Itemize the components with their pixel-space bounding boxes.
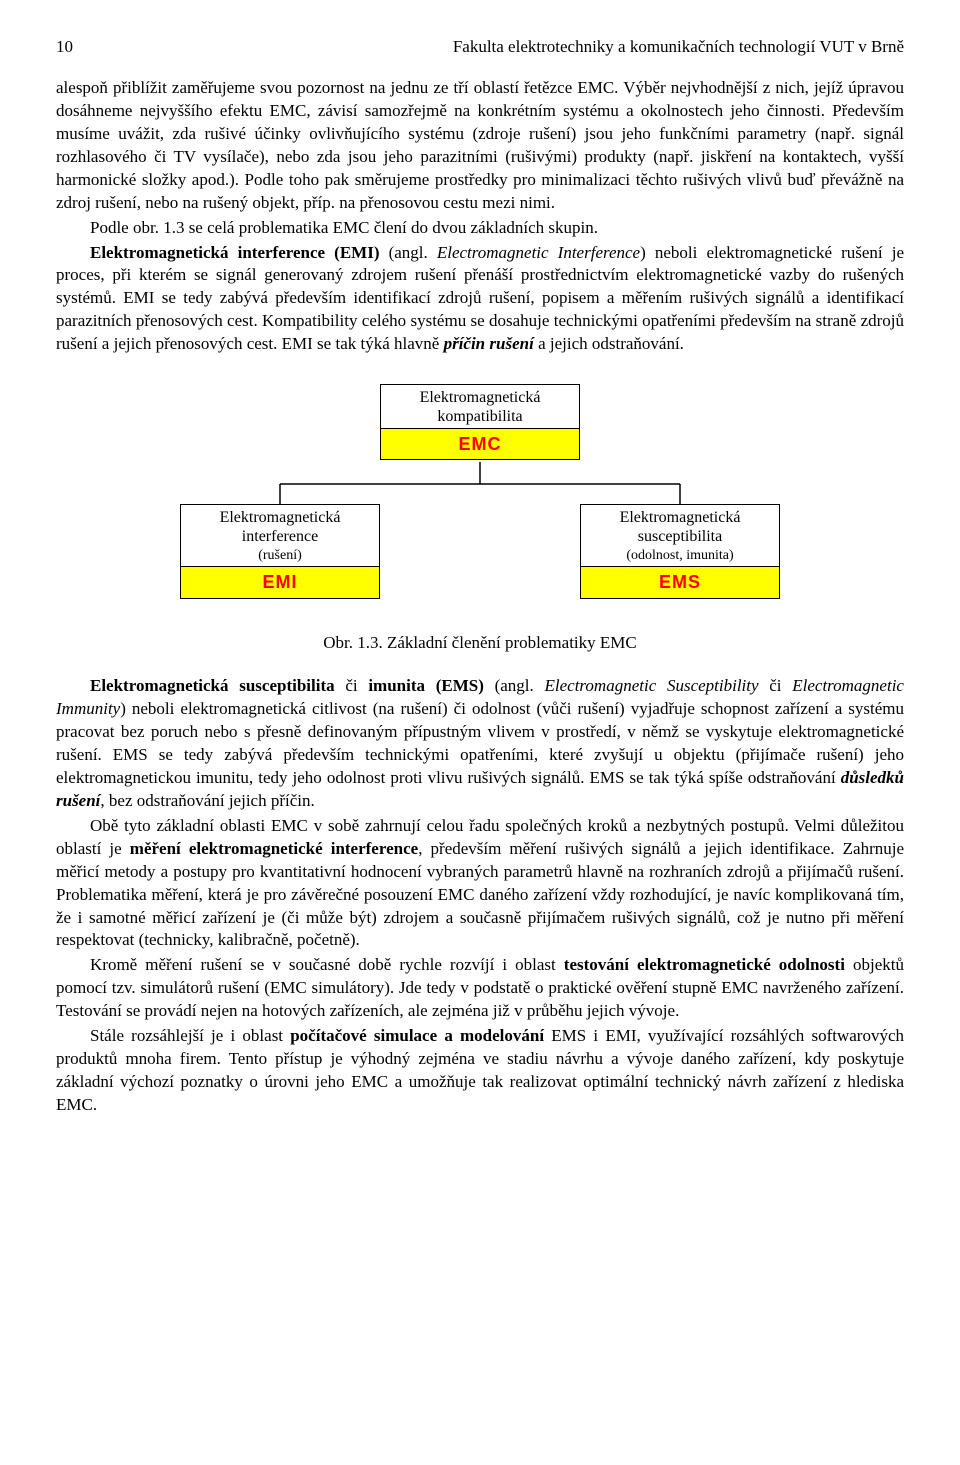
right-line1: Elektromagnetická [620, 509, 741, 526]
right-line2: susceptibilita [638, 528, 722, 545]
paragraph-4: Elektromagnetická susceptibilita či imun… [56, 675, 904, 813]
ems-abbr: EMS [581, 566, 779, 597]
root-line2: kompatibilita [437, 408, 522, 425]
root-line1: Elektromagnetická [420, 389, 541, 406]
emi-box: Elektromagnetická interference (rušení) … [180, 504, 380, 598]
paragraph-5: Obě tyto základní oblasti EMC v sobě zah… [56, 815, 904, 953]
emc-abbr: EMC [381, 428, 579, 459]
paragraph-2: Podle obr. 1.3 se celá problematika EMC … [56, 217, 904, 240]
paragraph-7: Stále rozsáhlejší je i oblast počítačové… [56, 1025, 904, 1117]
paragraph-6: Kromě měření rušení se v současné době r… [56, 954, 904, 1023]
p7-a: Stále rozsáhlejší je i oblast [90, 1026, 290, 1045]
p4-j: , bez odstraňování jejich příčin. [100, 791, 314, 810]
emi-title: Elektromagnetická interference (rušení) [181, 505, 379, 566]
left-sub: (rušení) [258, 548, 302, 563]
p4-b: či [335, 676, 369, 695]
emi-term: Elektromagnetická interference (EMI) [90, 243, 379, 262]
ems-box: Elektromagnetická susceptibilita (odolno… [580, 504, 780, 598]
emc-tree-diagram: Elektromagnetická kompatibilita EMC Elek… [160, 384, 800, 614]
emi-english: Electromagnetic Interference [437, 243, 640, 262]
p3-f: a jejich odstraňování. [534, 334, 684, 353]
paragraph-1: alespoň přiblížit zaměřujeme svou pozorn… [56, 77, 904, 215]
measurement-term: měření elektromagnetické interference [130, 839, 418, 858]
ems-term: Elektromagnetická susceptibilita [90, 676, 335, 695]
right-sub: (odolnost, imunita) [626, 548, 733, 563]
left-line2: interference [242, 528, 318, 545]
ems-english-1: Electromagnetic Susceptibility [545, 676, 759, 695]
emi-abbr: EMI [181, 566, 379, 597]
p4-f: či [759, 676, 793, 695]
simulation-term: počítačové simulace a modelování [290, 1026, 544, 1045]
p3-b: (angl. [379, 243, 436, 262]
page-header: 10 Fakulta elektrotechniky a komunikační… [56, 36, 904, 59]
page-number: 10 [56, 36, 73, 59]
figure-caption: Obr. 1.3. Základní členění problematiky … [56, 632, 904, 655]
causes-term: příčin rušení [444, 334, 534, 353]
header-title: Fakulta elektrotechniky a komunikačních … [453, 36, 904, 59]
p4-h: ) neboli elektromagnetická citlivost (na… [56, 699, 904, 787]
imunita-term: imunita (EMS) [368, 676, 484, 695]
left-line1: Elektromagnetická [220, 509, 341, 526]
p4-d: (angl. [484, 676, 545, 695]
p6-a: Kromě měření rušení se v současné době r… [90, 955, 564, 974]
paragraph-3: Elektromagnetická interference (EMI) (an… [56, 242, 904, 357]
emc-root-title: Elektromagnetická kompatibilita [381, 385, 579, 428]
testing-term: testování elektromagnetické odolnosti [564, 955, 845, 974]
ems-title: Elektromagnetická susceptibilita (odolno… [581, 505, 779, 566]
emc-root-box: Elektromagnetická kompatibilita EMC [380, 384, 580, 460]
